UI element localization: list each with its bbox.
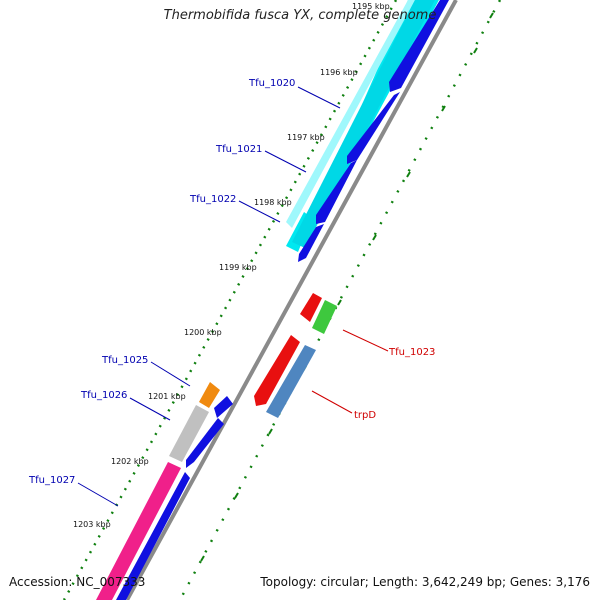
tick-label-1198: 1198 kbp bbox=[254, 198, 292, 207]
cds-tfu-1027-arrow bbox=[116, 472, 190, 600]
tick-label-1199: 1199 kbp bbox=[219, 263, 257, 272]
tick-label-1202: 1202 kbp bbox=[111, 457, 149, 466]
cds-tfu-1026-arrow bbox=[186, 418, 224, 468]
tick-label-1200: 1200 kbp bbox=[184, 328, 222, 337]
cds-tfu-1025-arrow bbox=[214, 396, 233, 418]
green-feature-block bbox=[312, 300, 337, 334]
leader-tfu-1027 bbox=[77, 482, 119, 507]
leader-tfu-1020 bbox=[297, 86, 341, 109]
cds-tfu-1022b-arrow bbox=[298, 224, 324, 262]
cds-tfu-1023-arrow bbox=[300, 293, 322, 322]
leader-tfu-1023 bbox=[342, 329, 389, 352]
leader-tfu-1021 bbox=[264, 150, 307, 173]
topology-text: Topology: circular; Length: 3,642,249 bp… bbox=[260, 575, 590, 589]
cds-trpD-arrow bbox=[254, 335, 300, 406]
cyan-feature-highlight bbox=[286, 0, 415, 228]
steelblue-feature-block bbox=[266, 345, 316, 418]
tick-label-1201: 1201 kbp bbox=[148, 392, 186, 401]
accession-text: Accession: NC_007333 bbox=[9, 575, 146, 589]
gene-label-tfu-1026[interactable]: Tfu_1026 bbox=[80, 390, 127, 401]
cyan-feature-body bbox=[292, 0, 435, 248]
orange-feature-block bbox=[199, 382, 220, 408]
gene-label-tfu-1027[interactable]: Tfu_1027 bbox=[28, 475, 75, 486]
leader-tfu-1022 bbox=[238, 200, 281, 223]
tick-label-1197: 1197 kbp bbox=[287, 133, 325, 142]
cds-tfu-1021-arrow bbox=[347, 92, 400, 164]
genome-backbone bbox=[125, 0, 458, 600]
gene-label-tfu-1020[interactable]: Tfu_1020 bbox=[248, 78, 295, 89]
gene-label-tfu-1025[interactable]: Tfu_1025 bbox=[101, 355, 148, 366]
gene-label-trpD[interactable]: trpD bbox=[354, 410, 376, 421]
tick-label-1195: 1195 kbp bbox=[352, 2, 390, 11]
tick-label-1203: 1203 kbp bbox=[73, 520, 111, 529]
cds-tfu-1022a-arrow bbox=[316, 160, 357, 224]
pink-feature-block bbox=[96, 462, 181, 600]
tick-label-1196: 1196 kbp bbox=[320, 68, 358, 77]
map-title: Thermobifida fusca YX, complete genome bbox=[163, 8, 437, 23]
cds-tfu-1020-arrow bbox=[389, 0, 449, 92]
gray-feature-block bbox=[169, 405, 209, 462]
inner-tick-rail bbox=[62, 0, 398, 600]
gene-label-tfu-1022[interactable]: Tfu_1022 bbox=[189, 194, 236, 205]
leader-trpD bbox=[311, 390, 353, 414]
leader-tfu-1026 bbox=[129, 397, 171, 421]
leader-tfu-1025 bbox=[150, 361, 191, 387]
gene-label-tfu-1021[interactable]: Tfu_1021 bbox=[215, 144, 262, 155]
gene-label-tfu-1023[interactable]: Tfu_1023 bbox=[388, 347, 435, 358]
